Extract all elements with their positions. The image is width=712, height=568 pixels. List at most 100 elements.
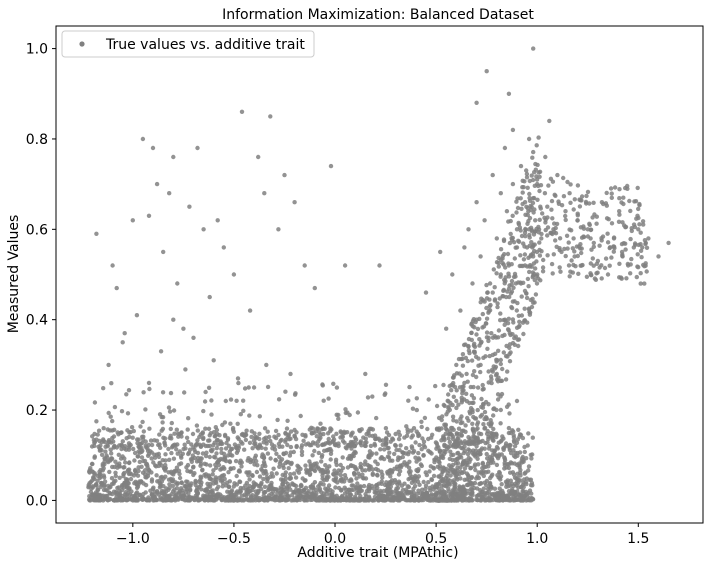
data-point	[447, 443, 453, 449]
data-point	[542, 215, 547, 220]
data-point	[555, 172, 560, 178]
data-point	[434, 403, 440, 409]
data-point	[226, 443, 232, 448]
data-point	[639, 255, 644, 260]
data-point	[423, 470, 428, 475]
data-point	[257, 444, 262, 449]
data-point	[102, 482, 107, 488]
data-point	[463, 462, 468, 467]
data-point	[450, 402, 455, 408]
data-point	[208, 494, 214, 499]
data-point	[103, 449, 108, 454]
data-point	[522, 306, 527, 311]
data-point	[530, 196, 536, 201]
data-point	[405, 461, 410, 467]
data-point	[666, 240, 671, 246]
data-point	[298, 413, 303, 419]
data-point	[477, 337, 482, 342]
data-point	[150, 145, 156, 151]
data-point	[486, 436, 491, 442]
data-point	[195, 438, 200, 443]
data-point	[533, 167, 538, 172]
data-point	[342, 485, 347, 490]
data-point	[305, 490, 310, 496]
data-point	[285, 459, 290, 464]
data-point	[609, 195, 614, 200]
data-point	[242, 386, 248, 391]
data-point	[616, 219, 622, 224]
data-point	[520, 185, 525, 190]
data-point	[124, 498, 130, 503]
data-point	[198, 474, 203, 479]
data-point	[591, 244, 596, 249]
data-point	[207, 294, 212, 300]
data-point	[501, 350, 506, 355]
data-point	[433, 440, 439, 445]
data-point	[375, 461, 380, 467]
data-point	[488, 486, 494, 491]
data-point	[264, 475, 270, 480]
data-point	[475, 326, 481, 332]
data-point	[529, 264, 534, 269]
data-point	[530, 270, 535, 275]
data-point	[357, 428, 363, 434]
data-point	[309, 425, 314, 430]
data-point	[607, 263, 612, 268]
data-point	[535, 197, 540, 202]
data-point	[482, 490, 488, 496]
data-point	[465, 451, 471, 457]
data-point	[414, 396, 419, 401]
data-point	[505, 354, 510, 359]
data-point	[467, 448, 472, 453]
data-point	[498, 272, 503, 277]
x-tick-label: 1.0	[526, 531, 548, 547]
data-point	[426, 480, 431, 485]
data-point	[318, 480, 323, 486]
data-point	[478, 448, 483, 453]
data-point	[215, 437, 220, 443]
data-point	[165, 496, 171, 502]
data-point	[481, 464, 487, 470]
data-point	[131, 446, 136, 452]
data-point	[444, 473, 450, 478]
data-point	[525, 185, 530, 190]
data-point	[502, 277, 507, 283]
data-point	[489, 377, 494, 382]
data-point	[572, 254, 577, 259]
data-point	[476, 470, 481, 475]
data-point	[575, 213, 580, 218]
data-point	[461, 484, 466, 489]
data-point	[487, 443, 492, 449]
data-point	[621, 241, 626, 246]
data-point	[253, 498, 258, 503]
data-point	[382, 447, 387, 452]
data-point	[450, 436, 456, 442]
data-point	[186, 450, 192, 455]
data-point	[214, 446, 219, 451]
data-point	[527, 235, 532, 240]
data-point	[490, 457, 495, 462]
data-point	[516, 239, 522, 244]
data-point	[182, 390, 187, 395]
data-point	[529, 173, 534, 178]
data-point	[158, 349, 164, 354]
data-point	[641, 222, 646, 227]
data-point	[187, 204, 192, 209]
y-tick-label: 0.4	[26, 313, 48, 329]
data-point	[488, 475, 493, 481]
data-point	[339, 468, 344, 474]
data-point	[315, 465, 320, 470]
data-point	[174, 481, 180, 487]
data-point	[175, 451, 180, 456]
data-point	[527, 496, 532, 501]
data-point	[600, 234, 606, 239]
data-point	[249, 497, 255, 502]
data-point	[524, 245, 530, 250]
data-point	[505, 495, 510, 501]
data-point	[333, 485, 338, 490]
data-point	[640, 245, 645, 250]
data-point	[536, 135, 541, 140]
data-point	[623, 247, 628, 252]
data-point	[250, 459, 256, 464]
data-point	[278, 438, 283, 444]
